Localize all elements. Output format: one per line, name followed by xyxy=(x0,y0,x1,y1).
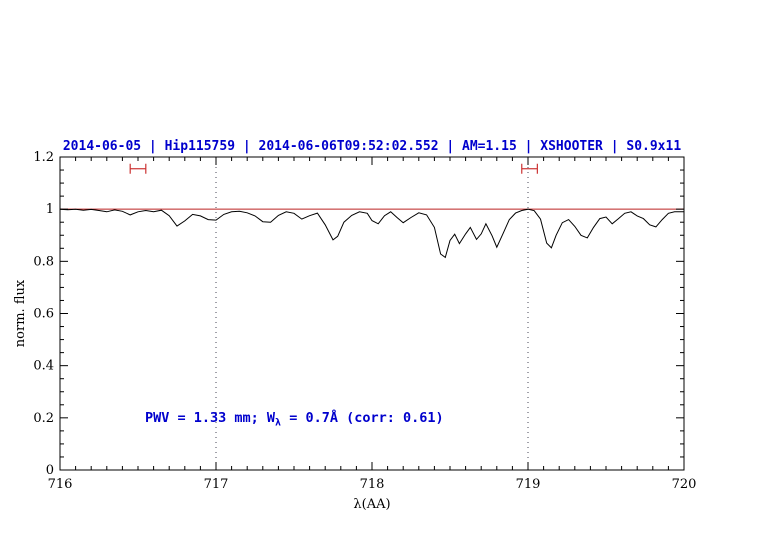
spectrum-line xyxy=(59,208,684,259)
x-tick-label: 718 xyxy=(360,477,385,492)
pwv-annotation: PWV = 1.33 mm; Wλ = 0.7Å (corr: 0.61) xyxy=(145,410,444,429)
x-tick-label: 720 xyxy=(672,477,697,492)
y-tick-label: 0 xyxy=(46,463,54,478)
pwv-annotation-sub: λ xyxy=(275,417,282,429)
y-tick-label: 1 xyxy=(46,202,54,217)
y-axis-label: norm. flux xyxy=(13,279,28,347)
y-tick-label: 0.8 xyxy=(33,254,54,269)
x-axis-label: λ(AA) xyxy=(353,497,390,512)
pwv-annotation-post: = 0.7Å (corr: 0.61) xyxy=(281,410,444,426)
y-tick-label: 0.6 xyxy=(33,307,54,322)
y-tick-label: 0.4 xyxy=(33,359,54,374)
x-tick-label: 717 xyxy=(204,477,229,492)
x-tick-label: 719 xyxy=(516,477,541,492)
y-tick-label: 0.2 xyxy=(33,411,54,426)
y-tick-label: 1.2 xyxy=(33,150,54,165)
x-tick-label: 716 xyxy=(48,477,73,492)
plot-title: 2014-06-05 | Hip115759 | 2014-06-06T09:5… xyxy=(62,139,682,154)
pwv-annotation-pre: PWV = 1.33 mm; W xyxy=(145,410,276,426)
